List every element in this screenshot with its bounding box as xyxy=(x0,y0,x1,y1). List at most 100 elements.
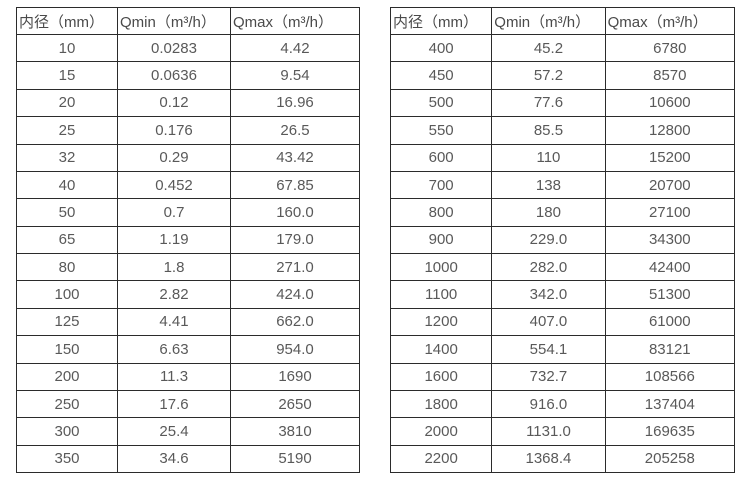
table-cell: 80 xyxy=(16,252,118,282)
table-cell: 20700 xyxy=(604,170,736,200)
table-cell: 17.6 xyxy=(117,389,231,419)
column-header-qmin: Qmin（m³/h） xyxy=(491,7,606,35)
column-header-diameter: 内径（mm） xyxy=(16,7,118,35)
table-cell: 271.0 xyxy=(230,252,360,282)
table-cell: 25.4 xyxy=(117,417,231,446)
flow-range-table-right: 内径（mm） Qmin（m³/h） Qmax（m³/h） 400 45.2 6780… xyxy=(389,7,736,474)
table-cell: 125 xyxy=(16,307,118,337)
table-cell: 200 xyxy=(16,362,118,391)
table-cell: 65 xyxy=(16,225,118,255)
table-cell: 0.0636 xyxy=(117,61,231,90)
table-cell: 25 xyxy=(16,116,118,145)
table-cell: 45.2 xyxy=(491,33,606,63)
column-header-qmax: Qmax（m³/h） xyxy=(230,7,360,35)
table-row: 125 4.41 662.0 xyxy=(16,307,360,337)
table-cell: 50 xyxy=(16,198,118,227)
table-cell: 424.0 xyxy=(230,280,360,309)
table-cell: 250 xyxy=(16,389,118,419)
table-cell: 342.0 xyxy=(491,280,606,309)
table-cell: 4.42 xyxy=(230,33,360,63)
table-cell: 662.0 xyxy=(230,307,360,337)
table-row: 1100 342.0 51300 xyxy=(389,280,736,309)
table-row: 800 180 27100 xyxy=(389,198,736,227)
table-cell: 100 xyxy=(16,280,118,309)
table-cell: 85.5 xyxy=(491,116,606,145)
table-row: 1400 554.1 83121 xyxy=(389,335,736,364)
table-cell: 2.82 xyxy=(117,280,231,309)
table-row: 350 34.6 5190 xyxy=(16,444,360,474)
table-cell: 67.85 xyxy=(230,170,360,200)
table-cell: 0.0283 xyxy=(117,33,231,63)
table-cell: 12800 xyxy=(604,116,736,145)
table-cell: 1.19 xyxy=(117,225,231,255)
table-row: 50 0.7 160.0 xyxy=(16,198,360,227)
table-cell: 34.6 xyxy=(117,444,231,474)
table-cell: 3810 xyxy=(230,417,360,446)
table-row: 15 0.0636 9.54 xyxy=(16,61,360,90)
table-row: 2200 1368.4 205258 xyxy=(389,444,736,474)
table-cell: 20 xyxy=(16,88,118,118)
table-cell: 732.7 xyxy=(491,362,606,391)
table-cell: 150 xyxy=(16,335,118,364)
table-cell: 450 xyxy=(389,61,493,90)
table-cell: 800 xyxy=(389,198,493,227)
table-cell: 1.8 xyxy=(117,252,231,282)
table-cell: 550 xyxy=(389,116,493,145)
table-cell: 15 xyxy=(16,61,118,90)
table-row: 400 45.2 6780 xyxy=(389,33,736,63)
table-cell: 5190 xyxy=(230,444,360,474)
table-cell: 160.0 xyxy=(230,198,360,227)
table-row: 300 25.4 3810 xyxy=(16,417,360,446)
table-cell: 10 xyxy=(16,33,118,63)
table-row: 250 17.6 2650 xyxy=(16,389,360,419)
table-cell: 407.0 xyxy=(491,307,606,337)
table-cell: 282.0 xyxy=(491,252,606,282)
table-cell: 0.7 xyxy=(117,198,231,227)
table-cell: 400 xyxy=(389,33,493,63)
table-row: 100 2.82 424.0 xyxy=(16,280,360,309)
table-cell: 27100 xyxy=(604,198,736,227)
table-cell: 110 xyxy=(491,143,606,172)
table-row: 65 1.19 179.0 xyxy=(16,225,360,255)
table-cell: 500 xyxy=(389,88,493,118)
table-header-row: 内径（mm） Qmin（m³/h） Qmax（m³/h） xyxy=(16,7,360,35)
table-cell: 1131.0 xyxy=(491,417,606,446)
table-cell: 83121 xyxy=(604,335,736,364)
table-row: 1000 282.0 42400 xyxy=(389,252,736,282)
table-cell: 57.2 xyxy=(491,61,606,90)
table-row: 2000 1131.0 169635 xyxy=(389,417,736,446)
table-cell: 16.96 xyxy=(230,88,360,118)
table-cell: 180 xyxy=(491,198,606,227)
table-cell: 6780 xyxy=(604,33,736,63)
table-cell: 8570 xyxy=(604,61,736,90)
table-row: 200 11.3 1690 xyxy=(16,362,360,391)
table-cell: 137404 xyxy=(604,389,736,419)
table-row: 32 0.29 43.42 xyxy=(16,143,360,172)
table-row: 900 229.0 34300 xyxy=(389,225,736,255)
table-cell: 554.1 xyxy=(491,335,606,364)
table-cell: 1100 xyxy=(389,280,493,309)
table-cell: 350 xyxy=(16,444,118,474)
table-cell: 300 xyxy=(16,417,118,446)
table-row: 25 0.176 26.5 xyxy=(16,116,360,145)
table-row: 20 0.12 16.96 xyxy=(16,88,360,118)
table-cell: 916.0 xyxy=(491,389,606,419)
table-cell: 9.54 xyxy=(230,61,360,90)
table-row: 450 57.2 8570 xyxy=(389,61,736,90)
column-header-qmin: Qmin（m³/h） xyxy=(117,7,231,35)
table-cell: 900 xyxy=(389,225,493,255)
table-cell: 700 xyxy=(389,170,493,200)
table-row: 700 138 20700 xyxy=(389,170,736,200)
table-cell: 0.29 xyxy=(117,143,231,172)
column-header-diameter: 内径（mm） xyxy=(389,7,493,35)
table-cell: 15200 xyxy=(604,143,736,172)
table-row: 550 85.5 12800 xyxy=(389,116,736,145)
table-row: 1600 732.7 108566 xyxy=(389,362,736,391)
table-row: 1800 916.0 137404 xyxy=(389,389,736,419)
table-row: 1200 407.0 61000 xyxy=(389,307,736,337)
table-row: 600 110 15200 xyxy=(389,143,736,172)
table-row: 500 77.6 10600 xyxy=(389,88,736,118)
table-cell: 34300 xyxy=(604,225,736,255)
table-cell: 138 xyxy=(491,170,606,200)
table-cell: 43.42 xyxy=(230,143,360,172)
